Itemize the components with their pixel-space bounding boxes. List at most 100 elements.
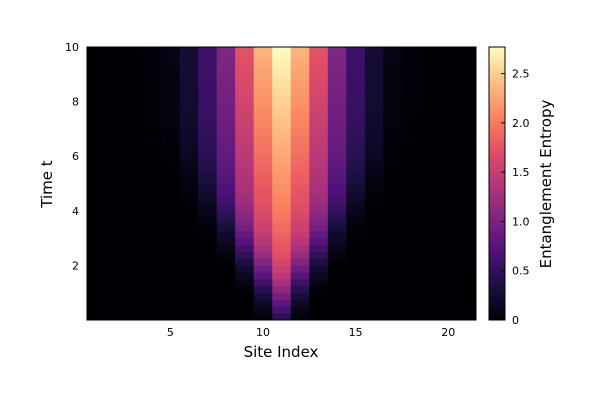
heatmap-cell (198, 279, 218, 287)
heatmap-cell (457, 149, 477, 157)
heatmap-cell (253, 258, 273, 266)
heatmap-cell (124, 169, 143, 178)
heatmap-cell (364, 292, 384, 300)
heatmap-cell (346, 197, 366, 205)
heatmap-cell (309, 292, 329, 300)
heatmap-cell (457, 169, 477, 178)
heatmap-cell (216, 306, 236, 314)
heatmap-cell (346, 163, 366, 171)
colorbar-segment (489, 258, 505, 262)
heatmap-cell (105, 224, 125, 232)
heatmap-cell (198, 74, 218, 82)
colorbar-segment (489, 108, 505, 112)
heatmap-cell (290, 190, 310, 198)
heatmap-cell (272, 128, 292, 137)
heatmap-cell (272, 224, 292, 232)
heatmap-cell (87, 272, 106, 280)
heatmap-cell (290, 251, 310, 259)
heatmap-cell (198, 224, 218, 232)
colorbar-segment (489, 131, 505, 134)
heatmap-cell (383, 217, 403, 225)
heatmap-cell (420, 163, 440, 171)
heatmap-cell (124, 81, 143, 89)
heatmap-cell (457, 244, 477, 253)
heatmap-cell (124, 74, 143, 82)
heatmap-cell (383, 115, 403, 123)
heatmap-cell (420, 292, 440, 300)
heatmap-cell (253, 238, 273, 246)
heatmap-cell (457, 60, 477, 68)
heatmap-cell (420, 81, 440, 89)
heatmap-cell (346, 203, 366, 212)
heatmap-cell (198, 128, 218, 137)
heatmap-cell (179, 203, 199, 212)
heatmap-cell (420, 53, 440, 62)
heatmap-cell (87, 128, 106, 137)
heatmap-cell (272, 67, 292, 75)
heatmap-cell (161, 108, 181, 116)
heatmap-cell (401, 156, 421, 164)
heatmap-cell (272, 306, 292, 314)
heatmap-cell (457, 47, 477, 55)
heatmap-cell (253, 197, 273, 205)
heatmap-cell (438, 251, 458, 259)
heatmap-cell (290, 285, 310, 294)
heatmap-cell (161, 156, 181, 164)
heatmap-cell (179, 313, 199, 321)
heatmap-cell (383, 197, 403, 205)
heatmap-cell (272, 251, 292, 259)
heatmap-cell (457, 210, 477, 219)
heatmap-cell (235, 94, 255, 102)
heatmap-cell (309, 265, 329, 273)
heatmap-cell (87, 87, 106, 96)
heatmap-cell (87, 149, 106, 157)
heatmap-cell (401, 128, 421, 137)
heatmap-cell (161, 87, 181, 96)
heatmap-cell (235, 149, 255, 157)
heatmap-cell (401, 231, 421, 239)
heatmap-cell (383, 47, 403, 55)
heatmap-cell (364, 299, 384, 307)
heatmap-cell (87, 265, 106, 273)
heatmap-cell (457, 142, 477, 150)
heatmap-cell (383, 279, 403, 287)
heatmap-cell (142, 169, 162, 178)
heatmap-cell (124, 163, 143, 171)
colorbar-segment (489, 138, 505, 141)
colorbar-segment (489, 313, 505, 316)
heatmap-cell (401, 272, 421, 280)
heatmap-cell (420, 176, 440, 184)
heatmap-cell (364, 190, 384, 198)
heatmap-cell (142, 217, 162, 225)
heatmap-cell (216, 169, 236, 178)
heatmap-cell (457, 231, 477, 239)
heatmap-cell (272, 122, 292, 130)
heatmap-cell (327, 238, 347, 246)
heatmap-cell (142, 238, 162, 246)
heatmap-cell (216, 183, 236, 191)
heatmap-cell (346, 108, 366, 116)
heatmap-cell (235, 47, 255, 55)
heatmap-cell (438, 190, 458, 198)
heatmap-cell (179, 101, 199, 109)
colorbar-segment (489, 112, 505, 116)
heatmap-cell (142, 67, 162, 75)
heatmap-cell (290, 183, 310, 191)
heatmap-cell (438, 94, 458, 102)
heatmap-cell (105, 231, 125, 239)
heatmap-cell (420, 94, 440, 102)
colorbar-segment (489, 58, 505, 62)
heatmap-cell (383, 203, 403, 212)
colorbar-segment (489, 310, 505, 314)
heatmap-cell (438, 176, 458, 184)
heatmap-cell (383, 87, 403, 96)
heatmap-cell (198, 299, 218, 307)
heatmap-cell (87, 313, 106, 321)
heatmap-cell (235, 258, 255, 266)
heatmap-cell (161, 142, 181, 150)
heatmap-cell (272, 244, 292, 253)
heatmap-cell (420, 128, 440, 137)
colorbar-segment (489, 254, 505, 257)
heatmap-cell (87, 67, 106, 75)
heatmap-cell (438, 53, 458, 62)
